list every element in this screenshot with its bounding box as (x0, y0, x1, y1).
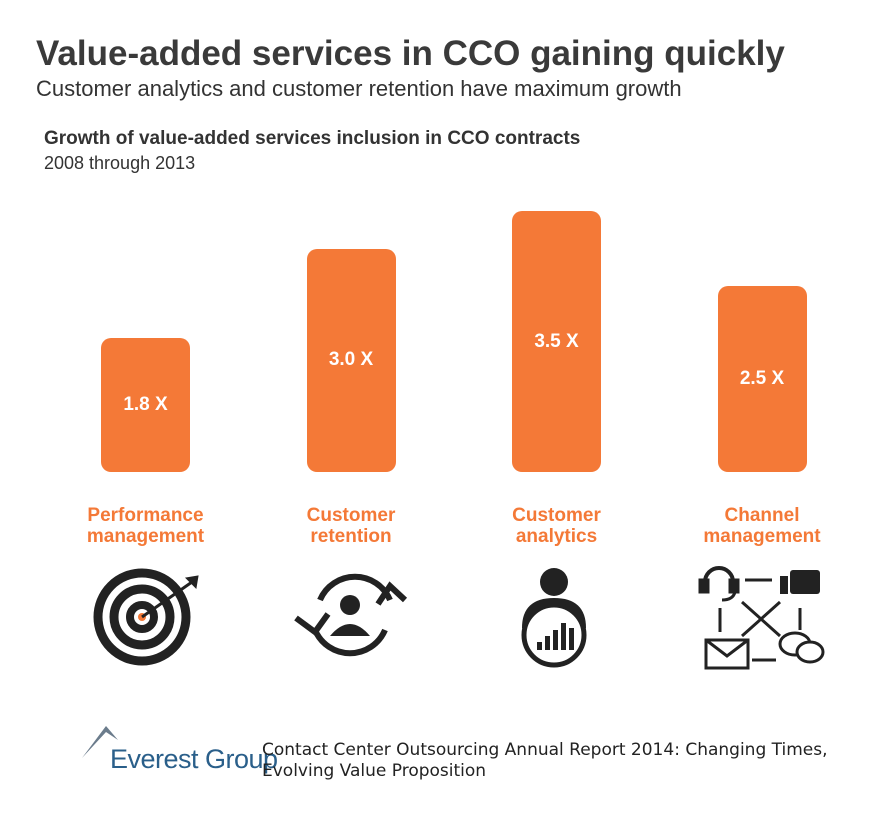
retention-icon (294, 573, 408, 657)
value-label: 2.5 X (739, 367, 785, 389)
subtitle: Customer analytics and customer retentio… (36, 76, 682, 101)
target-icon (93, 568, 199, 666)
brand: Everest Group (110, 744, 278, 774)
bar (512, 211, 601, 472)
analytics-icon (521, 568, 587, 668)
chart-title: Growth of value-added services inclusion… (44, 128, 581, 149)
bar (717, 285, 807, 472)
category-label: Channel management (703, 505, 821, 547)
category-label: Performance management (86, 505, 205, 547)
channel-icon (698, 566, 825, 670)
title: Value-added services in CCO gaining quic… (36, 34, 785, 73)
category-label: Customer analytics (512, 505, 601, 547)
icons (93, 566, 825, 670)
chart-subtitle: 2008 through 2013 (44, 153, 196, 173)
value-label: 3.0 X (328, 349, 374, 371)
category-label: Customer retention (306, 505, 396, 547)
bar (306, 248, 396, 472)
brand-logo (82, 726, 118, 758)
value-label: 3.5 X (534, 330, 579, 352)
bar (101, 337, 190, 472)
value-label: 1.8 X (123, 393, 168, 415)
citation: Contact Center Outsourcing Annual Report… (262, 740, 828, 781)
